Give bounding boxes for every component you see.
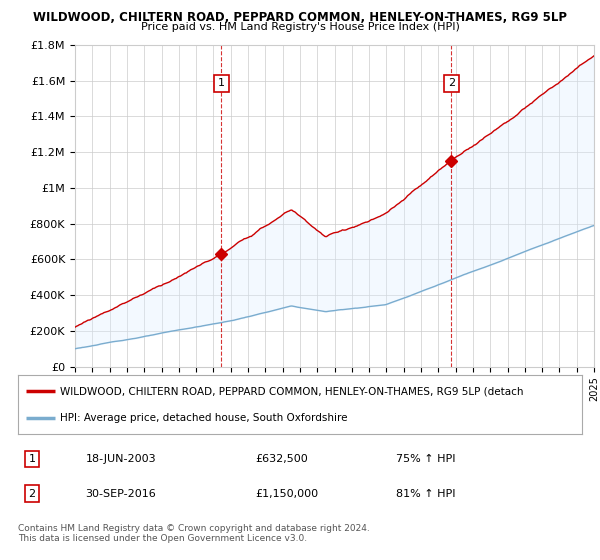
Text: 18-JUN-2003: 18-JUN-2003 — [86, 454, 157, 464]
Text: 2: 2 — [29, 489, 35, 499]
Text: Price paid vs. HM Land Registry's House Price Index (HPI): Price paid vs. HM Land Registry's House … — [140, 22, 460, 32]
Text: £632,500: £632,500 — [255, 454, 308, 464]
Text: 81% ↑ HPI: 81% ↑ HPI — [396, 489, 455, 499]
Text: 30-SEP-2016: 30-SEP-2016 — [86, 489, 157, 499]
Text: WILDWOOD, CHILTERN ROAD, PEPPARD COMMON, HENLEY-ON-THAMES, RG9 5LP (detach: WILDWOOD, CHILTERN ROAD, PEPPARD COMMON,… — [60, 386, 524, 396]
Text: 1: 1 — [29, 454, 35, 464]
Text: £1,150,000: £1,150,000 — [255, 489, 318, 499]
Text: Contains HM Land Registry data © Crown copyright and database right 2024.
This d: Contains HM Land Registry data © Crown c… — [18, 524, 370, 543]
Text: 75% ↑ HPI: 75% ↑ HPI — [396, 454, 455, 464]
Text: WILDWOOD, CHILTERN ROAD, PEPPARD COMMON, HENLEY-ON-THAMES, RG9 5LP: WILDWOOD, CHILTERN ROAD, PEPPARD COMMON,… — [33, 11, 567, 24]
Text: 2: 2 — [448, 78, 455, 88]
Text: 1: 1 — [218, 78, 225, 88]
Text: HPI: Average price, detached house, South Oxfordshire: HPI: Average price, detached house, Sout… — [60, 413, 348, 423]
